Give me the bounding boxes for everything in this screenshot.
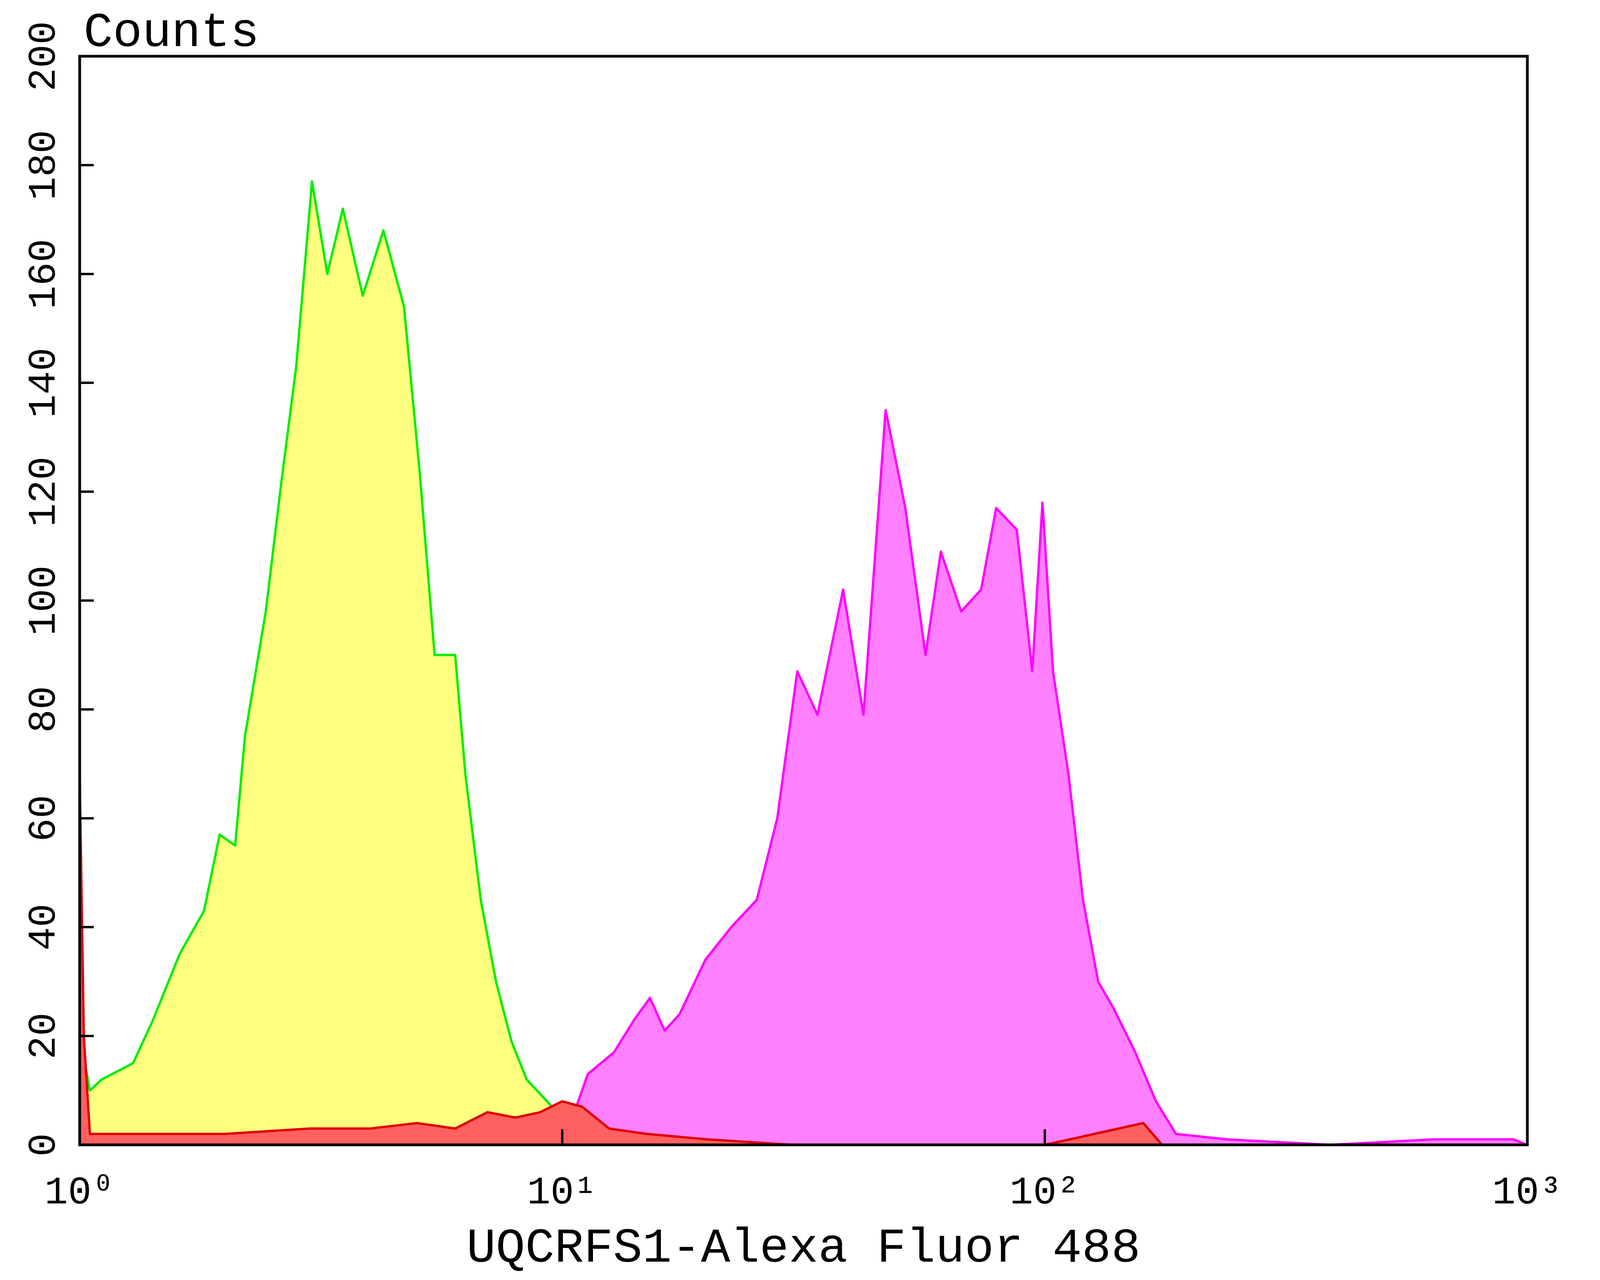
x-tick-label: 10¹ [526,1171,598,1216]
y-tick [79,381,94,384]
y-tick-label: 80 [22,685,67,733]
histogram-area [79,181,1528,1146]
y-axis-label: Counts [83,5,260,61]
x-tick-label: 10⁰ [44,1171,115,1216]
series-group [79,181,1528,1146]
y-tick [79,926,94,929]
y-tick-label: 140 [22,347,67,418]
y-tick [79,164,94,167]
plot-frame [79,56,1528,1145]
x-tick [1043,1129,1047,1145]
x-tick-label: 10² [1009,1171,1081,1216]
x-axis-label: UQCRFS1-Alexa Fluor 488 [466,1221,1141,1277]
y-tick [79,708,94,711]
y-tick-label: 40 [22,903,67,951]
y-tick-label: 160 [22,238,67,309]
x-tick [78,1129,81,1145]
plot-background [79,56,1528,1145]
x-tick [1526,1129,1529,1145]
x-tick-label: 10³ [1492,1171,1563,1216]
y-tick-label: 100 [22,565,67,636]
y-tick [79,490,94,493]
y-tick-label: 0 [22,1133,67,1157]
histogram-area [79,410,1528,1145]
y-tick-label: 120 [22,456,67,527]
y-tick-label: 60 [22,794,67,842]
y-tick [79,272,94,275]
x-tick [560,1129,564,1145]
y-tick-label: 20 [22,1012,67,1060]
y-tick-label: 180 [22,130,67,201]
y-tick-label: 200 [22,21,67,92]
y-tick [79,1143,94,1147]
y-tick [79,817,94,820]
chart: 0 20 40 60 80 100 120 140 160 180 200 10⁰ 10¹ 10² 10³ C… [0,0,1600,1280]
y-tick [79,599,94,602]
y-tick [79,1034,94,1038]
histogram-area [79,774,1528,1145]
